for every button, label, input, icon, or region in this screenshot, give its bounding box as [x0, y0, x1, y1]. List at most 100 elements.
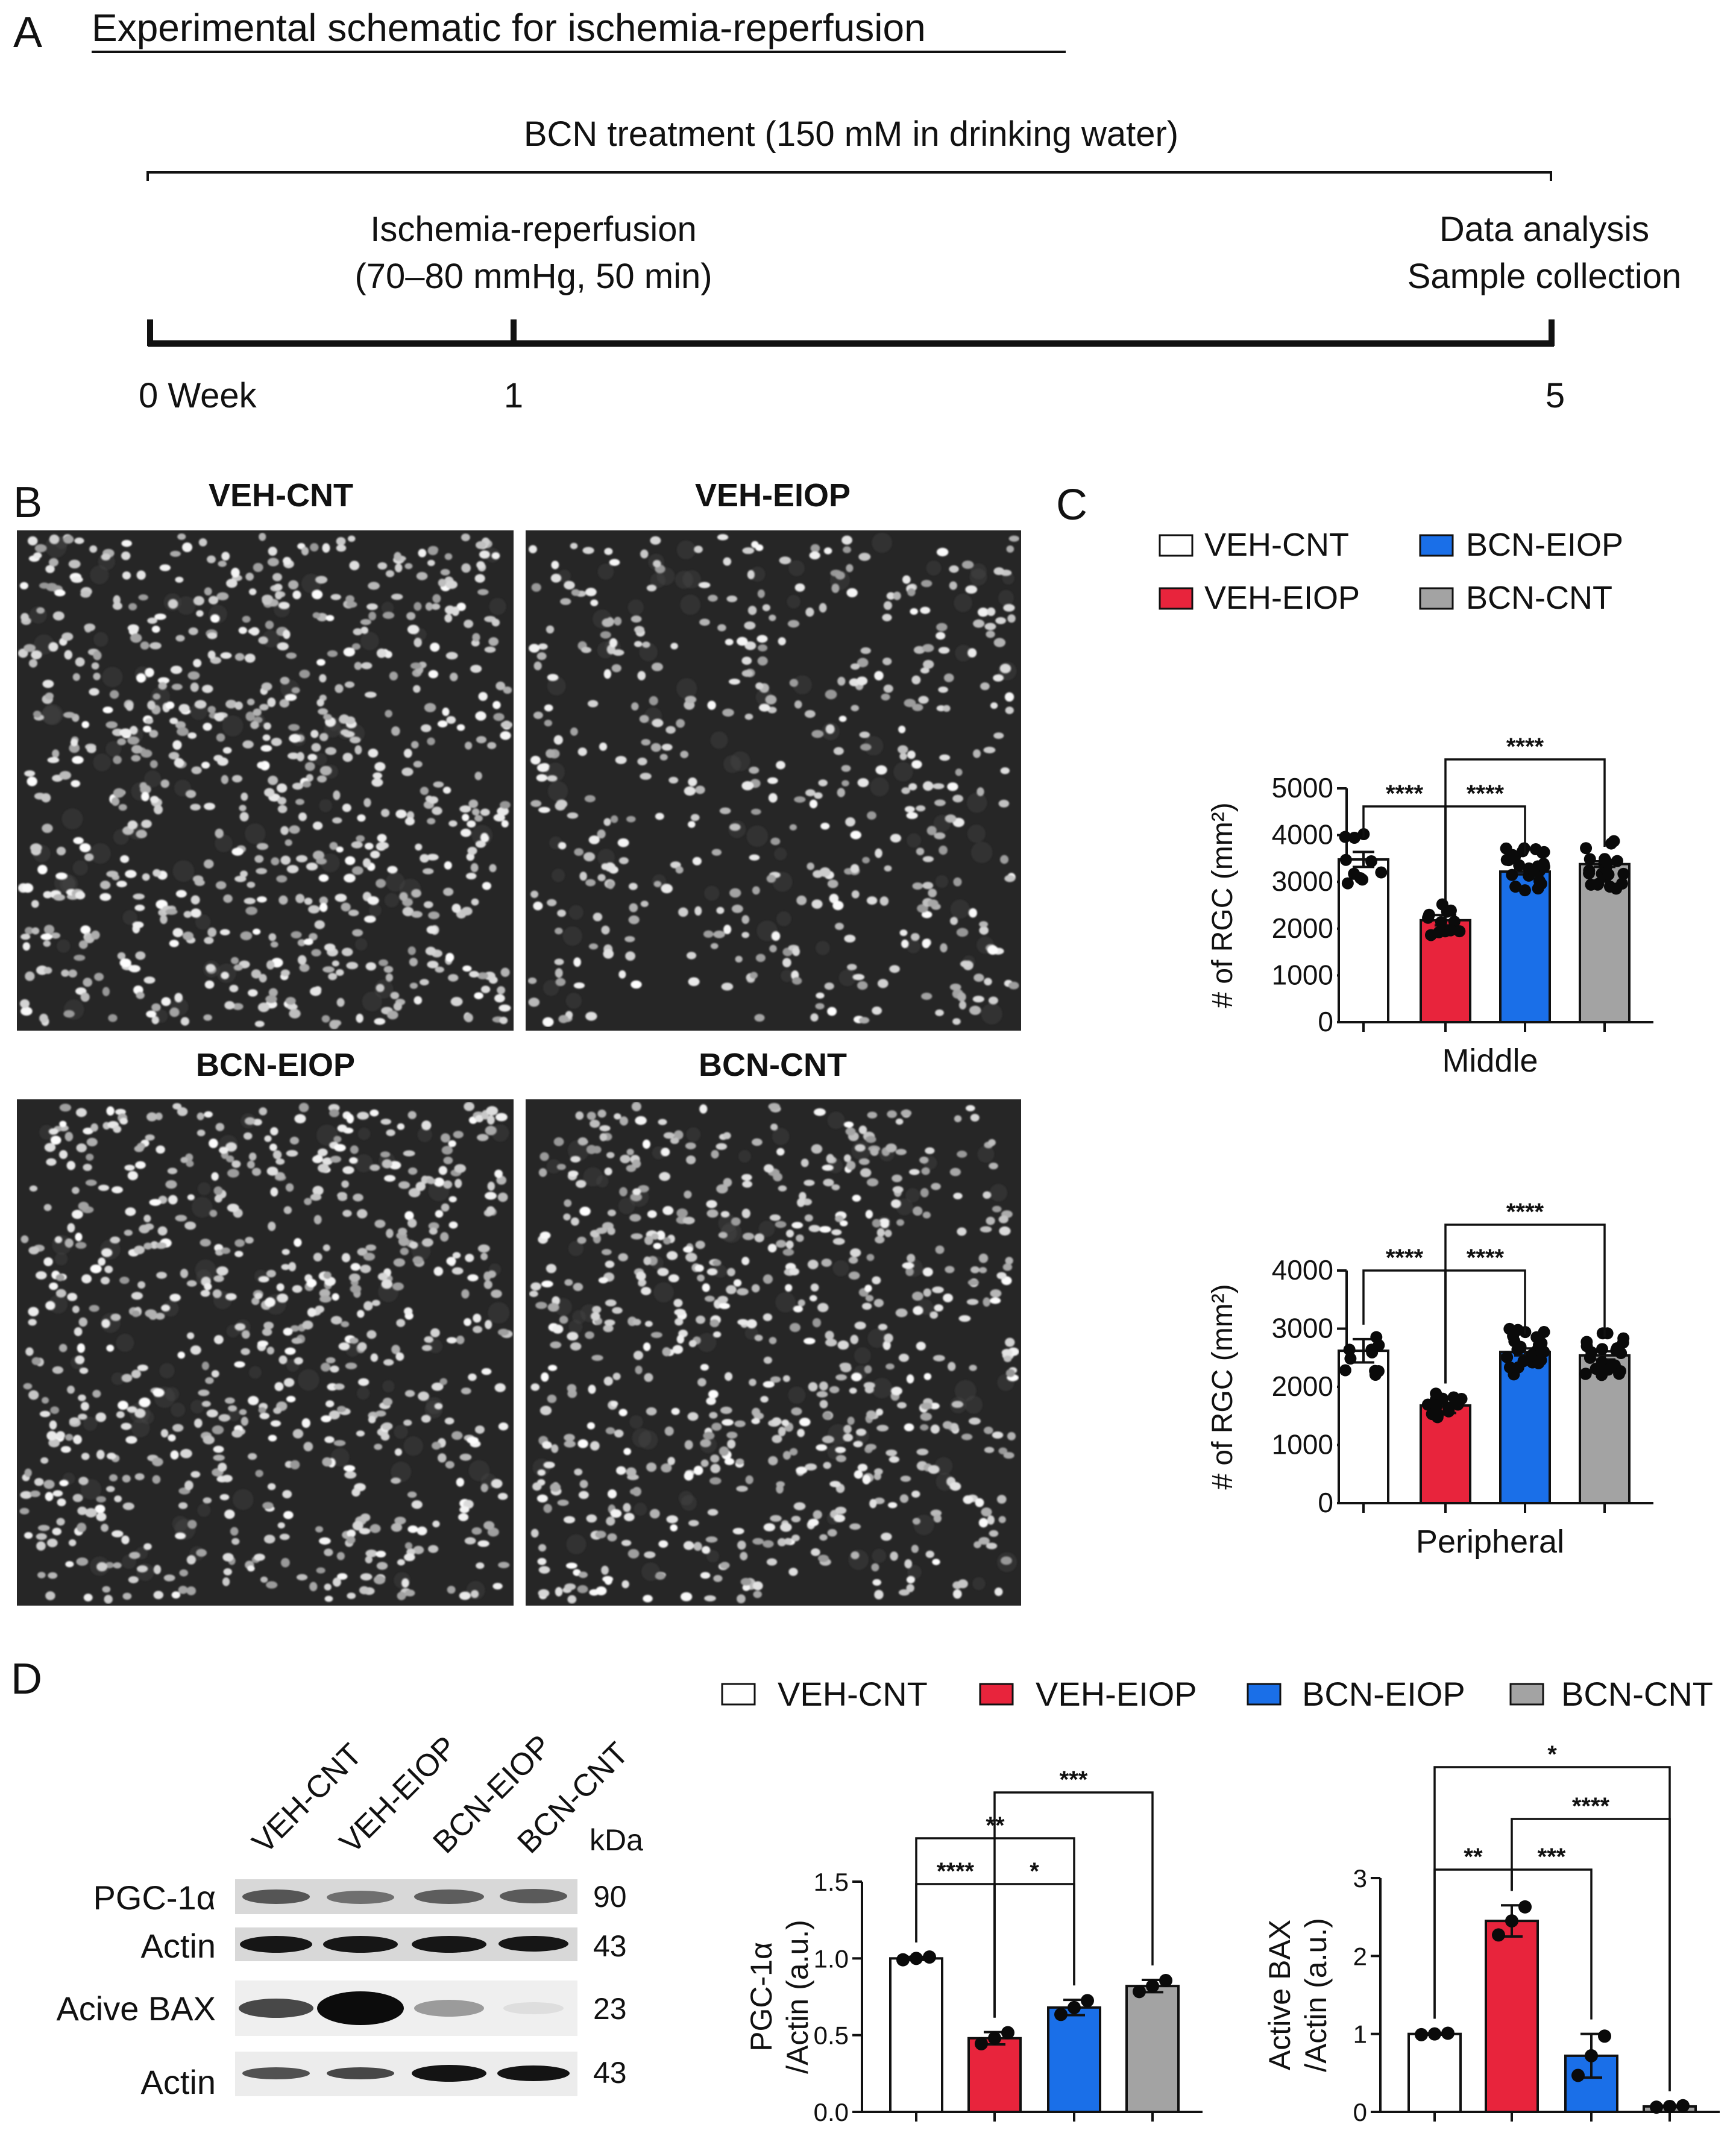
event-label-line2: (70–80 mmHg, 50 min) — [354, 257, 712, 296]
panel-c: C VEH-CNT VEH-EIOP BCN-EIOP BCN-CNT 0 100… — [1056, 481, 1653, 1560]
image-label-bcn-eiop: BCN-EIOP — [196, 1047, 355, 1083]
middle-data-point — [1354, 872, 1366, 884]
peripheral-data-point — [1512, 1361, 1524, 1374]
bax-significance-label: *** — [1538, 1844, 1566, 1870]
middle-significance-bracket — [1444, 758, 1606, 901]
micrograph-veh-eiop — [526, 530, 1021, 1031]
pgc-significance-bracket — [993, 1791, 1154, 2018]
middle-data-point — [1500, 842, 1512, 855]
pgc-bar-veh-cnt — [889, 1957, 943, 2113]
tick-label-mid: 1 — [504, 376, 523, 415]
peripheral-significance-label: **** — [1467, 1245, 1505, 1271]
middle-data-point — [1435, 916, 1447, 928]
peripheral-xlabel: Peripheral — [1416, 1524, 1564, 1560]
middle-data-point — [1518, 884, 1531, 897]
panel-b: B VEH-CNT VEH-EIOP BCN-EIOP BCN-CNT — [13, 477, 1021, 1606]
peripheral-data-point — [1617, 1336, 1629, 1349]
pgc-data-point — [1001, 2026, 1014, 2040]
bax-data-point — [1676, 2099, 1690, 2112]
image-label-veh-eiop: VEH-EIOP — [695, 477, 851, 514]
middle-data-point — [1532, 882, 1544, 895]
bax-ylabel: Active BAX — [1263, 1920, 1297, 2070]
middle-ytick-label: 2000 — [1272, 913, 1333, 944]
kda-header: kDa — [590, 1823, 643, 1857]
legend-label-bcn-eiop: BCN-EIOP — [1466, 527, 1623, 563]
bax-data-point — [1650, 2100, 1663, 2114]
blot-strip-actin-2 — [235, 2052, 577, 2096]
peripheral-ytick-label: 4000 — [1272, 1254, 1333, 1286]
middle-data-point — [1536, 846, 1549, 859]
panel-d: D VEH-CNT VEH-EIOP BCN-EIOP BCN-CNT kDa … — [11, 1655, 1720, 2126]
legend-d-swatch-veh-cnt — [721, 1683, 756, 1706]
pgc-ylabel: /Actin (a.u.) — [781, 1920, 814, 2074]
legend-d-label-bcn-eiop: BCN-EIOP — [1302, 1675, 1465, 1713]
peripheral-data-point — [1580, 1336, 1593, 1348]
middle-data-point — [1423, 908, 1435, 921]
kda-value-actin-1: 43 — [593, 1929, 627, 1963]
image-label-bcn-cnt: BCN-CNT — [699, 1047, 847, 1083]
middle-data-point — [1341, 877, 1354, 890]
middle-data-point — [1527, 865, 1540, 878]
middle-data-point — [1339, 853, 1352, 866]
legend-swatch-veh-cnt — [1159, 534, 1194, 557]
peripheral-data-point — [1501, 1351, 1514, 1363]
middle-ytick-label: 4000 — [1272, 819, 1333, 850]
chart-middle: 0 1000 2000 3000 4000 5000 # of RGC (mm²) Middl… — [1207, 733, 1653, 1079]
pgc-ytick-label: 0.5 — [814, 2021, 849, 2050]
peripheral-data-point — [1339, 1364, 1351, 1377]
middle-significance-label: **** — [1467, 781, 1505, 807]
middle-data-point — [1339, 831, 1351, 843]
chart-peripheral: 0 1000 2000 3000 4000 # of RGC (mm²) Periphera… — [1207, 1199, 1653, 1560]
panel-c-legend: VEH-CNT VEH-EIOP BCN-EIOP BCN-CNT — [1159, 527, 1623, 616]
bax-significance-label: **** — [1572, 1793, 1610, 1820]
pgc-data-point — [1081, 1994, 1094, 2008]
middle-data-point — [1610, 882, 1623, 895]
peripheral-data-point — [1602, 1363, 1614, 1376]
peripheral-data-point — [1585, 1346, 1598, 1359]
end-label-line2: Sample collection — [1407, 257, 1682, 296]
middle-data-point — [1348, 832, 1360, 844]
peripheral-data-point — [1442, 1405, 1455, 1418]
pgc-data-point — [1146, 1979, 1159, 1993]
pgc-bar-veh-eiop — [967, 2037, 1022, 2114]
middle-data-point — [1375, 866, 1388, 879]
pgc-data-point — [896, 1953, 910, 1967]
event-label-line1: Ischemia-reperfusion — [370, 210, 697, 249]
peripheral-data-point — [1613, 1368, 1626, 1380]
panel-a-letter: A — [13, 8, 42, 57]
middle-data-point — [1583, 867, 1596, 880]
peripheral-data-point — [1344, 1352, 1357, 1365]
micrograph-bcn-eiop — [17, 1099, 514, 1606]
bax-data-point — [1415, 2028, 1428, 2041]
peripheral-data-point — [1526, 1349, 1538, 1362]
blot-strip-actin-1 — [235, 1927, 577, 1961]
peripheral-data-point — [1579, 1368, 1592, 1380]
legend-d-label-bcn-cnt: BCN-CNT — [1561, 1675, 1713, 1713]
legend-label-veh-eiop: VEH-EIOP — [1204, 580, 1360, 616]
middle-data-point — [1444, 924, 1457, 937]
middle-data-point — [1509, 881, 1522, 893]
blot-strip-pgc1a — [235, 1879, 577, 1914]
bax-data-point — [1505, 1914, 1518, 1928]
micrograph-bcn-cnt — [526, 1099, 1021, 1606]
legend-d-swatch-bcn-eiop — [1247, 1683, 1282, 1706]
bax-ytick-label: 0 — [1353, 2098, 1367, 2126]
middle-data-point — [1600, 856, 1613, 869]
blot-label-actin-2: Actin — [141, 2063, 216, 2101]
peripheral-data-point — [1507, 1330, 1520, 1342]
legend-swatch-bcn-eiop — [1419, 534, 1454, 557]
bax-bar-veh-eiop — [1485, 1920, 1539, 2113]
middle-data-point — [1580, 842, 1593, 855]
legend-d-label-veh-eiop: VEH-EIOP — [1036, 1675, 1197, 1713]
peripheral-data-point — [1530, 1331, 1543, 1343]
middle-data-point — [1506, 869, 1518, 881]
middle-ytick-label: 5000 — [1272, 772, 1333, 803]
middle-data-point — [1538, 861, 1550, 873]
pgc-data-point — [923, 1950, 936, 1964]
middle-data-point — [1433, 926, 1445, 938]
peripheral-data-point — [1431, 1411, 1444, 1424]
legend-d-swatch-bcn-cnt — [1509, 1683, 1544, 1706]
peripheral-ytick-label: 2000 — [1272, 1371, 1333, 1402]
peripheral-data-point — [1512, 1343, 1524, 1356]
